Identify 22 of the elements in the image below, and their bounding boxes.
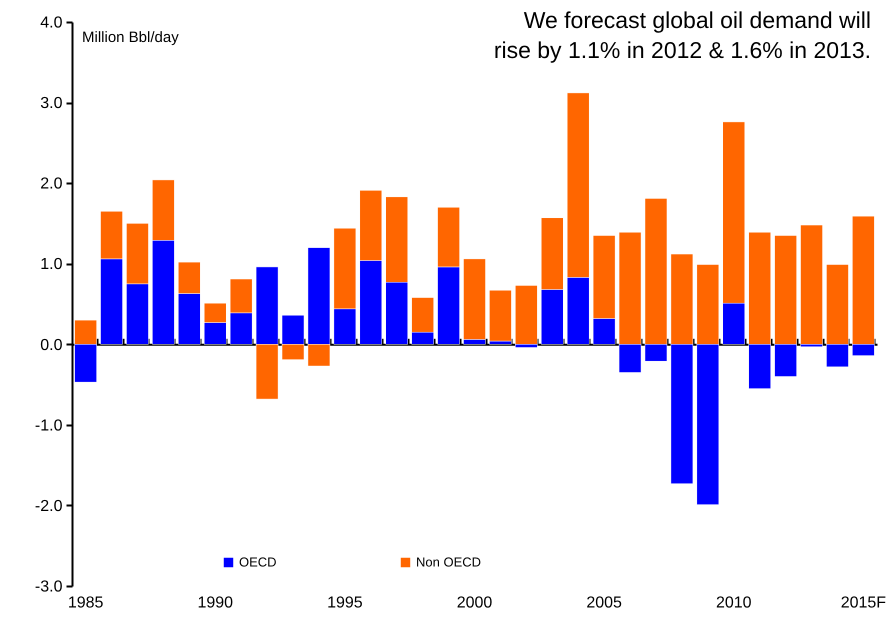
x-tick-label: 2000 <box>456 594 492 612</box>
x-tick-label: 2005 <box>586 594 622 612</box>
y-tick-label: 2.0 <box>40 176 63 193</box>
x-tick-label: 1990 <box>197 594 234 612</box>
bar <box>515 285 538 345</box>
y-tick-label: -2.0 <box>34 498 63 515</box>
y-tick-label: 0.0 <box>40 336 63 354</box>
x-tick-label: 1995 <box>327 594 363 612</box>
y-tick-label: 1.0 <box>40 256 63 274</box>
x-tick-label: 2010 <box>716 594 752 612</box>
y-axis-title: Million Bbl/day <box>82 29 180 46</box>
legend-label: Non OECD <box>416 554 482 570</box>
bar <box>489 290 512 342</box>
x-tick-label: 1985 <box>68 594 104 612</box>
x-tick-label: 2015F <box>840 594 886 612</box>
y-tick-label: -1.0 <box>34 417 63 434</box>
chart-title: We forecast global oil demand will rise by 1.1% in 2012 & 1.6% in 2013. <box>494 7 871 63</box>
bar <box>800 224 823 345</box>
y-tick-label: 4.0 <box>40 14 63 32</box>
y-tick-label: 3.0 <box>40 95 63 112</box>
y-tick-label: -3.0 <box>34 578 63 596</box>
legend-label: OECD <box>239 554 277 570</box>
